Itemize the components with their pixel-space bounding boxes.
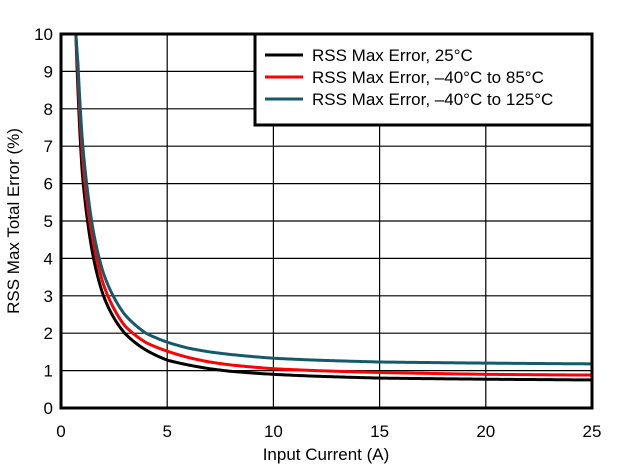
x-axis-label: Input Current (A) bbox=[263, 445, 390, 464]
y-tick-label: 6 bbox=[44, 175, 53, 194]
legend: RSS Max Error, 25°C RSS Max Error, –40°C … bbox=[253, 32, 594, 127]
legend-box bbox=[253, 32, 594, 127]
y-tick-label: 3 bbox=[44, 287, 53, 306]
y-tick-label: 4 bbox=[44, 249, 53, 268]
x-tick-label: 10 bbox=[264, 422, 283, 441]
x-tick-label: 5 bbox=[162, 422, 171, 441]
x-tick-label: 25 bbox=[583, 422, 602, 441]
y-tick-labels: 0 1 2 3 4 5 6 7 8 9 10 bbox=[34, 25, 53, 418]
legend-label: RSS Max Error, –40°C to 125°C bbox=[312, 90, 553, 109]
series-line-2 bbox=[74, 33, 593, 366]
legend-label: RSS Max Error, 25°C bbox=[312, 46, 473, 65]
x-tick-labels: 0 5 10 15 20 25 bbox=[56, 422, 601, 441]
y-tick-label: 9 bbox=[44, 62, 53, 81]
y-tick-label: 10 bbox=[34, 25, 53, 44]
y-tick-label: 1 bbox=[44, 362, 53, 381]
y-tick-label: 5 bbox=[44, 212, 53, 231]
data-curves bbox=[74, 33, 593, 382]
series-line-1 bbox=[74, 33, 593, 377]
x-tick-label: 15 bbox=[370, 422, 389, 441]
series-line-0 bbox=[74, 33, 593, 382]
x-tick-label: 20 bbox=[476, 422, 495, 441]
y-tick-label: 7 bbox=[44, 137, 53, 156]
y-axis-label: RSS Max Total Error (%) bbox=[4, 128, 23, 314]
y-tick-label: 0 bbox=[44, 399, 53, 418]
y-tick-label: 2 bbox=[44, 324, 53, 343]
legend-label: RSS Max Error, –40°C to 85°C bbox=[312, 68, 544, 87]
x-tick-label: 0 bbox=[56, 422, 65, 441]
y-tick-label: 8 bbox=[44, 100, 53, 119]
